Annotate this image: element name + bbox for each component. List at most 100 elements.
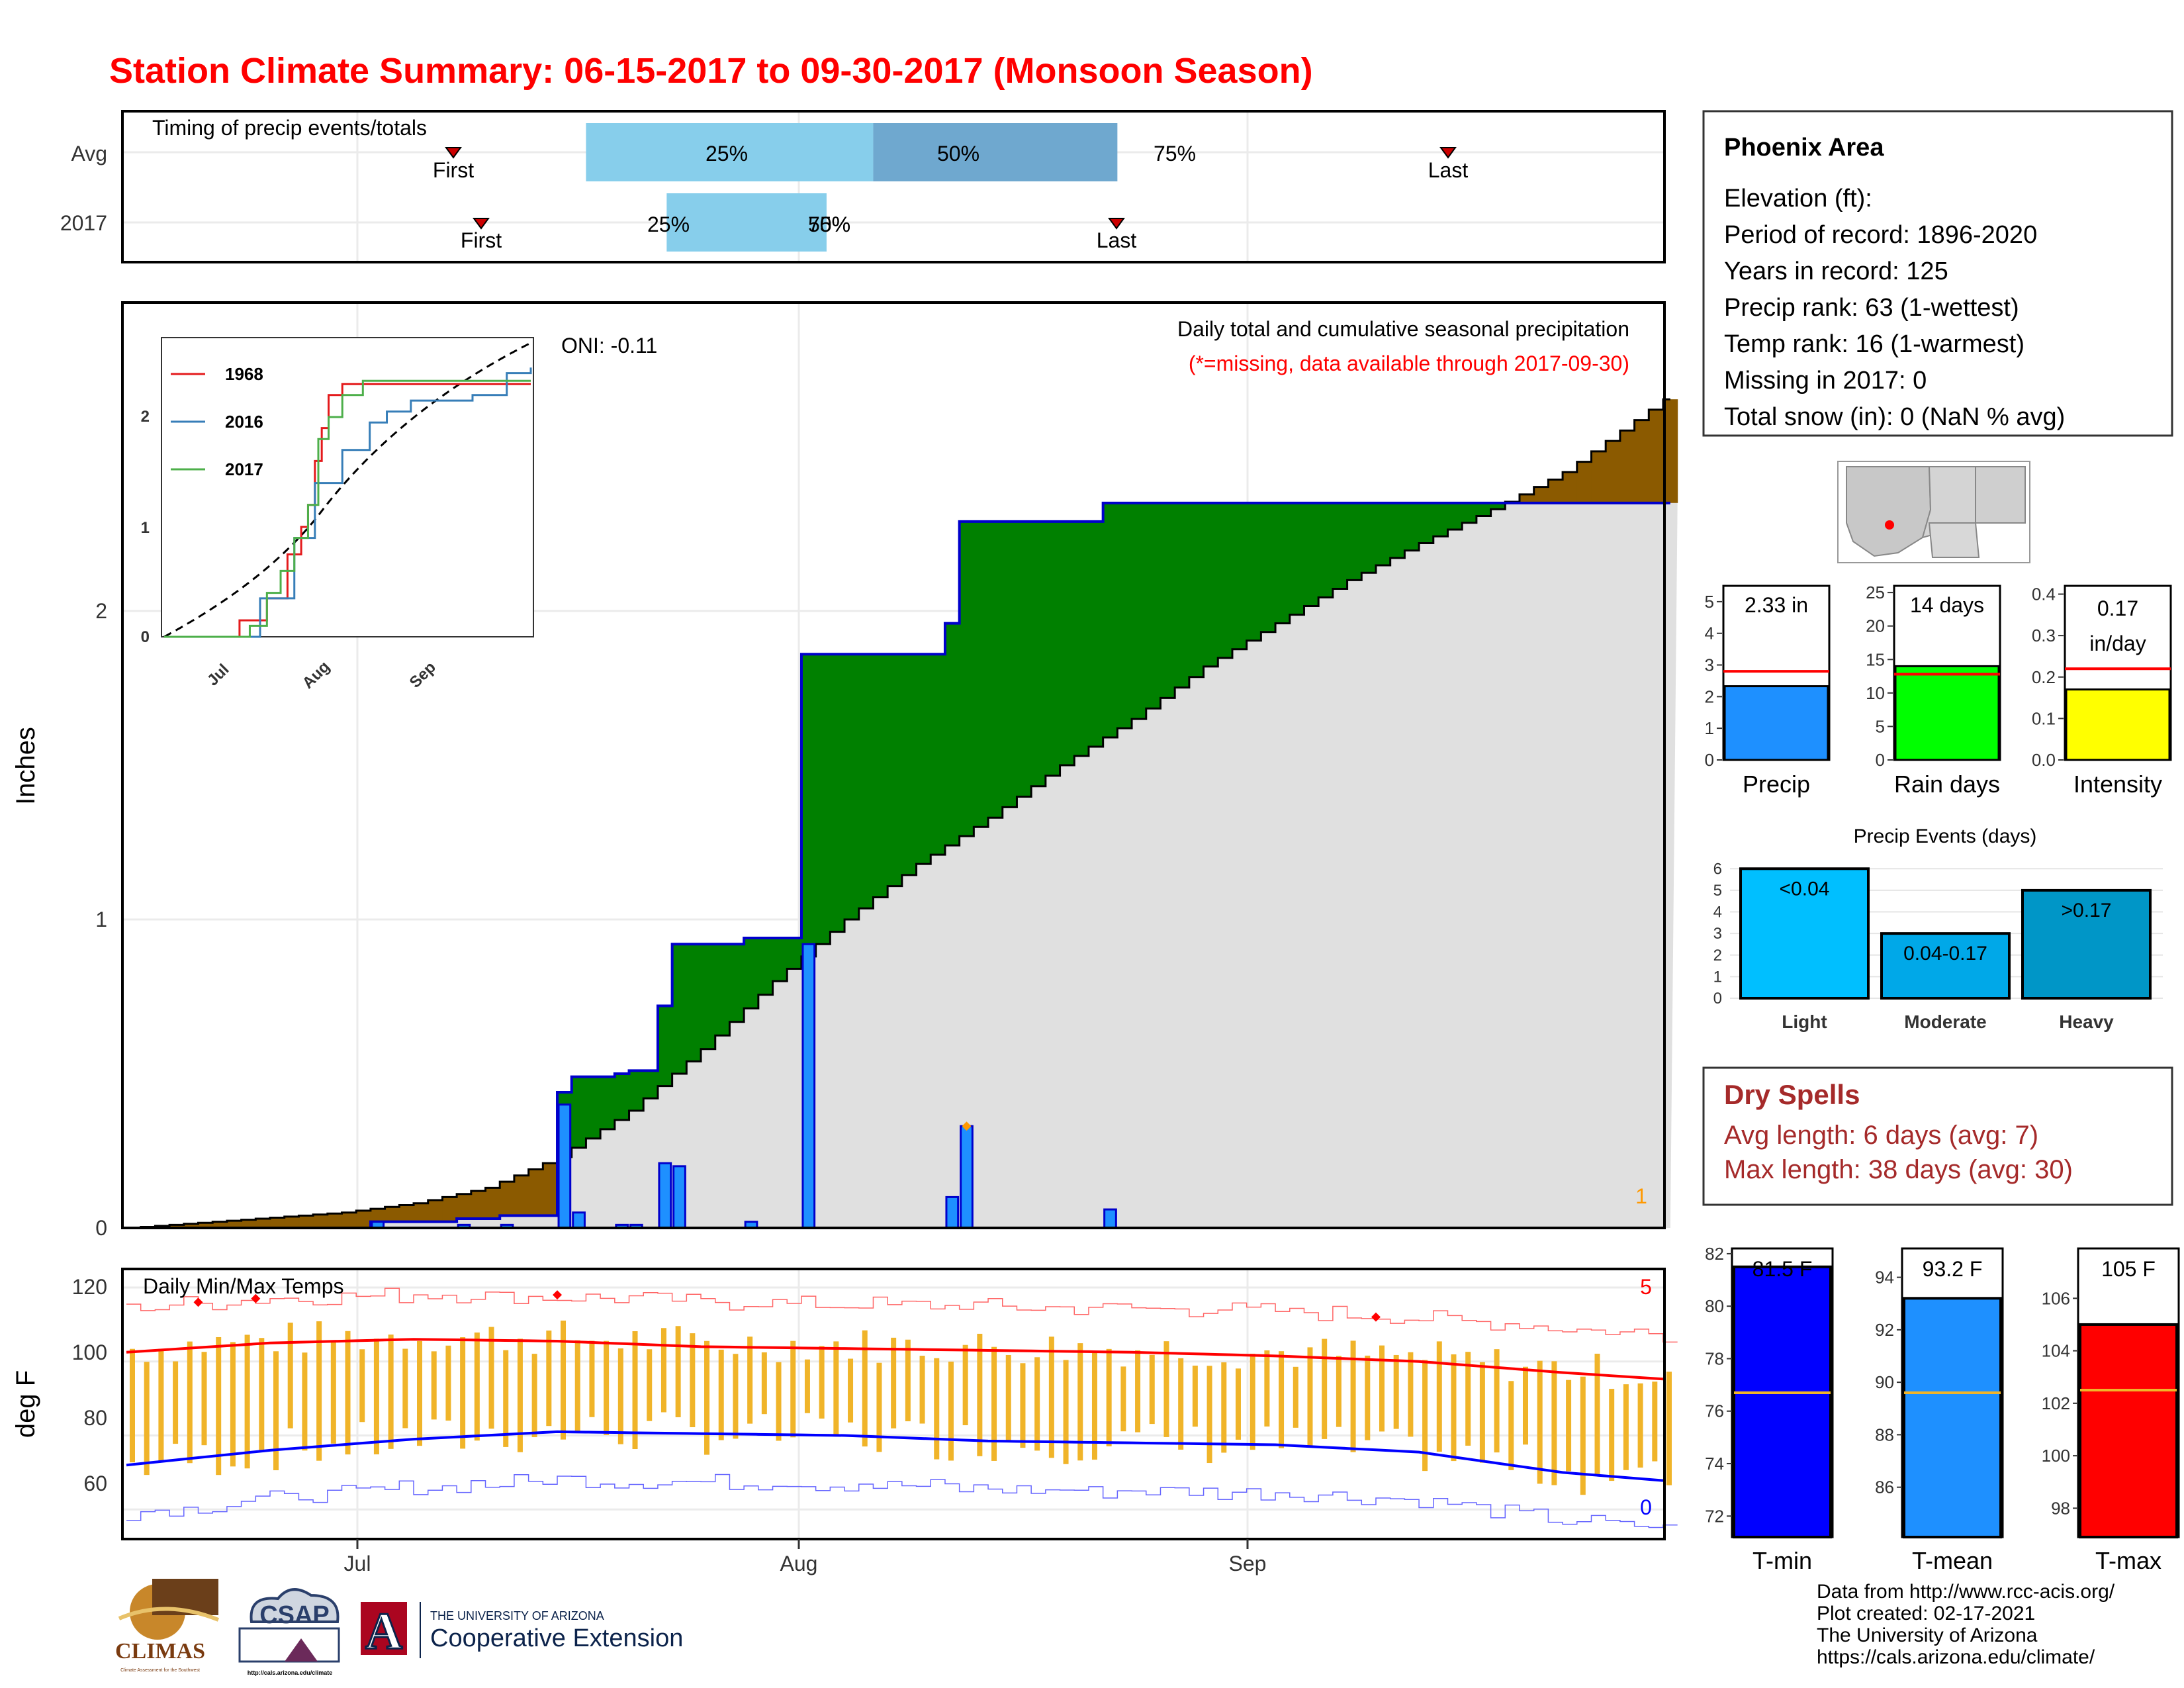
surplus-area — [944, 623, 960, 846]
inset-ytick-0: 0 — [141, 628, 150, 646]
mini-label: Rain days — [1894, 771, 2000, 798]
surplus-area — [1476, 502, 1492, 516]
daily-temp-bar — [1178, 1358, 1184, 1450]
record-min-line — [126, 1474, 1678, 1528]
daily-temp-bar — [1451, 1354, 1457, 1462]
surplus-area — [988, 521, 1003, 818]
daily-temp-bar — [833, 1341, 839, 1437]
temp-summary-bars: 72 74 76 78 80 82 81.5 F T-min 86 88 90 92 94 93.2 F T… — [1705, 1244, 2180, 1574]
record-high-marker — [193, 1297, 203, 1307]
footer-credits: Data from http://www.rcc-acis.org/ Plot … — [1817, 1581, 2115, 1668]
daily-temp-bar — [1264, 1350, 1270, 1427]
mini-ytick: 4 — [1705, 624, 1714, 643]
surplus-area — [672, 944, 687, 1074]
info-period: Period of record: 1896-2020 — [1724, 221, 2037, 249]
surplus-area — [901, 654, 917, 875]
y2017-p50-label: 50% — [808, 212, 850, 236]
temp-summary-ytick: 88 — [1875, 1425, 1894, 1444]
surplus-area — [686, 944, 702, 1062]
surplus-area — [801, 654, 817, 957]
deficit-area — [1649, 409, 1664, 503]
daily-temp-bar — [1623, 1384, 1629, 1470]
surplus-area — [1490, 502, 1506, 510]
deficit-area — [1563, 472, 1578, 503]
deficit-area — [1533, 487, 1549, 503]
temp-summary-bar-t-max — [2079, 1323, 2178, 1538]
inset-series-2016 — [164, 367, 532, 638]
surplus-area — [1261, 502, 1276, 632]
temp-summary-ytick: 78 — [1705, 1348, 1724, 1368]
locator-map — [1837, 461, 2030, 563]
surplus-area — [974, 521, 989, 827]
mini-ytick: 15 — [1866, 649, 1885, 669]
deficit-area — [1663, 399, 1678, 503]
events-ytick: 2 — [1713, 947, 1722, 964]
mini-ytick: 0.0 — [2032, 750, 2056, 770]
temp-summary-bar-t-mean — [1903, 1297, 2002, 1538]
surplus-area — [931, 654, 946, 855]
surplus-area — [1246, 502, 1261, 641]
daily-temp-bar — [431, 1351, 437, 1420]
events-bin-label: <0.04 — [1780, 878, 1830, 900]
temp-summary-label: T-min — [1752, 1547, 1812, 1574]
y2017-last-marker — [1108, 218, 1125, 230]
daily-temp-bar — [546, 1331, 552, 1427]
daily-temp-bar — [848, 1358, 854, 1423]
inset-chart: 0 1 2 Jul Aug Sep 1968 2016 2017 — [141, 337, 534, 692]
surplus-area — [772, 937, 788, 982]
daily-temp-bar — [1221, 1362, 1227, 1453]
daily-temp-bar — [1106, 1348, 1112, 1446]
normal-cumulative-line — [126, 398, 1670, 1229]
daily-temp-bar — [1580, 1376, 1586, 1495]
temp-summary-label: T-mean — [1912, 1547, 1993, 1574]
avg-p25-label: 25% — [705, 142, 748, 165]
deficit-area — [212, 1221, 228, 1228]
daily-temp-bar — [905, 1339, 911, 1422]
daily-precip-bar — [557, 1103, 572, 1229]
surplus-area — [1347, 502, 1362, 581]
daily-temp-bar — [1077, 1343, 1083, 1461]
daily-temp-bar — [417, 1340, 423, 1446]
record-max-line — [126, 1288, 1678, 1343]
daily-temp-bar — [1609, 1389, 1615, 1481]
mini-ytick: 5 — [1876, 716, 1885, 736]
inset-ytick-2: 2 — [141, 408, 150, 426]
record-high-marker — [251, 1293, 261, 1303]
surplus-area — [1203, 502, 1218, 667]
info-elevation: Elevation (ft): — [1724, 185, 1872, 212]
avg-p75-label: 75% — [1154, 142, 1196, 165]
deficit-area — [183, 1223, 199, 1228]
temp-ytick-60: 60 — [83, 1472, 107, 1495]
daily-temp-bar — [460, 1337, 466, 1449]
precip-corner-count: 1 — [1635, 1184, 1647, 1208]
daily-temp-bar — [632, 1331, 638, 1450]
avg-q1-box — [586, 123, 874, 181]
temp-summary-ytick: 98 — [2051, 1498, 2070, 1518]
daily-temp-bar — [287, 1323, 293, 1429]
daily-temp-bar — [1063, 1360, 1069, 1464]
precip-panel: 0 1 2 Inches Daily total and cumulative se… — [11, 301, 1678, 1240]
daily-temp-bar — [1436, 1341, 1442, 1452]
deficit-area — [1519, 494, 1535, 503]
footer-created: Plot created: 02-17-2021 — [1817, 1603, 2036, 1624]
footer-org: The University of Arizona — [1817, 1624, 2038, 1646]
deficit-area — [457, 1194, 472, 1219]
events-ytick: 4 — [1713, 904, 1722, 921]
daily-temp-bar — [1005, 1354, 1011, 1442]
mini-ytick: 0 — [1705, 750, 1714, 770]
daily-temp-bar — [1465, 1352, 1471, 1446]
deficit-area — [528, 1169, 543, 1216]
surplus-area — [1462, 502, 1477, 523]
cumulative-fill — [126, 502, 1678, 1228]
climas-subtitle: Climate Assessment for the Southwest — [120, 1668, 200, 1673]
deficit-area — [356, 1210, 371, 1228]
daily-precip-bar — [672, 1165, 686, 1229]
deficit-area — [1619, 430, 1635, 503]
surplus-area — [1117, 502, 1132, 729]
surplus-area — [1361, 502, 1377, 573]
temp-summary-ytick: 94 — [1875, 1268, 1894, 1288]
surplus-area — [1232, 502, 1248, 649]
csap-url: http://cals.arizona.edu/climate — [248, 1669, 333, 1676]
y2017-last-label: Last — [1097, 228, 1137, 252]
precip-events-chart: Precip Events (days) <0.04 Light 0.04-0.17… — [1713, 825, 2163, 1032]
